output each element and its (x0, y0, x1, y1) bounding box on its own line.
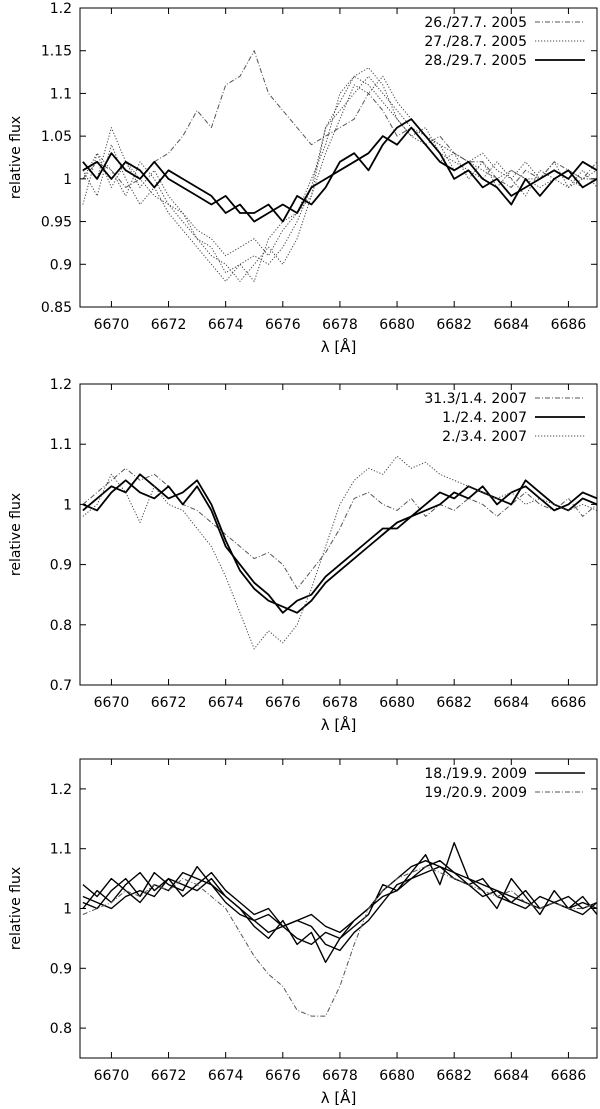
series-line-2 (82, 842, 597, 963)
series-line-6 (82, 118, 597, 223)
y-tick-label: 1 (63, 172, 72, 188)
x-tick-label: 6676 (265, 695, 301, 711)
x-tick-label: 6670 (94, 317, 130, 333)
y-tick-label: 1.1 (50, 437, 72, 453)
y-axis-label: relative flux (8, 116, 24, 199)
x-tick-label: 6674 (208, 695, 244, 711)
series-group (82, 50, 597, 282)
y-tick-label: 1 (63, 497, 72, 513)
y-axis-label: relative flux (8, 493, 24, 576)
legend-label: 2./3.4. 2007 (442, 429, 527, 445)
y-tick-label: 0.8 (50, 1021, 72, 1037)
chart-panel-2: 6670 6672 6674 6676 6678 6680 6682 6684 6686 0.7 0… (8, 377, 598, 734)
x-axis-label: λ [Å] (321, 715, 357, 734)
y-axis-label: relative flux (8, 867, 24, 950)
x-axis-label: λ [Å] (321, 337, 357, 356)
y-tick-label: 1.2 (50, 782, 72, 798)
x-tick-label: 6680 (379, 317, 415, 333)
series-group (82, 842, 597, 1017)
chart-panel-3: 6670 6672 6674 6676 6678 6680 6682 6684 6686 0.8 0… (8, 758, 598, 1107)
y-tick-label: 0.9 (50, 961, 72, 977)
x-tick-label: 6676 (265, 317, 301, 333)
y-tick-label: 0.7 (50, 678, 72, 694)
x-tick-label: 6684 (493, 695, 529, 711)
y-tick-label: 1.2 (50, 1, 72, 17)
x-tick-label: 6674 (208, 317, 244, 333)
legend-label: 19./20.9. 2009 (424, 785, 527, 801)
y-tick-label: 1.05 (41, 129, 72, 145)
plot-frame (79, 758, 598, 1059)
legend-label: 27./28.7. 2005 (424, 34, 527, 50)
y-tick-label: 0.9 (50, 257, 72, 273)
series-line-1 (82, 50, 597, 188)
plot-frame (79, 383, 598, 686)
series-line-4 (82, 455, 597, 650)
legend-label: 31.3/1.4. 2007 (424, 391, 527, 407)
series-line-2 (82, 75, 597, 282)
chart-panel-1: 6670 6672 6674 6676 6678 6680 6682 6684 6686 0.85… (8, 1, 598, 356)
legend-label: 1./2.4. 2007 (442, 410, 527, 426)
series-line-4 (82, 865, 597, 934)
series-line-7 (82, 126, 597, 223)
y-tick-label: 1 (63, 902, 72, 918)
series-group (82, 455, 597, 650)
x-tick-label: 6684 (493, 1068, 529, 1084)
x-tick-label: 6686 (551, 695, 587, 711)
x-tick-label: 6680 (379, 1068, 415, 1084)
x-tick-label: 6672 (151, 695, 187, 711)
legend-label: 28./29.7. 2005 (424, 53, 527, 69)
y-tick-label: 0.95 (41, 215, 72, 231)
legend-label: 18./19.9. 2009 (424, 766, 527, 782)
x-tick-label: 6678 (322, 695, 358, 711)
series-line-3 (82, 479, 597, 614)
legend-label: 26./27.7. 2005 (424, 15, 527, 31)
x-tick-label: 6678 (322, 317, 358, 333)
y-tick-label: 1.2 (50, 377, 72, 393)
x-tick-label: 6680 (379, 695, 415, 711)
x-tick-label: 6684 (493, 317, 529, 333)
x-tick-label: 6678 (322, 1068, 358, 1084)
series-line-3 (82, 67, 597, 282)
y-tick-label: 1.1 (50, 86, 72, 102)
x-tick-label: 6682 (436, 1068, 472, 1084)
x-tick-label: 6670 (94, 1068, 130, 1084)
series-line-5 (82, 75, 597, 274)
y-tick-label: 0.8 (50, 618, 72, 634)
x-tick-label: 6682 (436, 317, 472, 333)
x-tick-label: 6672 (151, 1068, 187, 1084)
x-tick-label: 6670 (94, 695, 130, 711)
y-tick-label: 0.9 (50, 558, 72, 574)
y-tick-label: 0.85 (41, 300, 72, 316)
x-axis-label: λ [Å] (321, 1088, 357, 1107)
x-tick-label: 6676 (265, 1068, 301, 1084)
series-line-2 (82, 473, 597, 614)
series-line-4 (82, 75, 597, 257)
x-tick-label: 6682 (436, 695, 472, 711)
x-tick-label: 6672 (151, 317, 187, 333)
x-tick-label: 6686 (551, 1068, 587, 1084)
y-tick-label: 1.15 (41, 44, 72, 60)
x-tick-label: 6674 (208, 1068, 244, 1084)
x-tick-label: 6686 (551, 317, 587, 333)
y-tick-label: 1.1 (50, 842, 72, 858)
plot-frame (79, 7, 598, 308)
